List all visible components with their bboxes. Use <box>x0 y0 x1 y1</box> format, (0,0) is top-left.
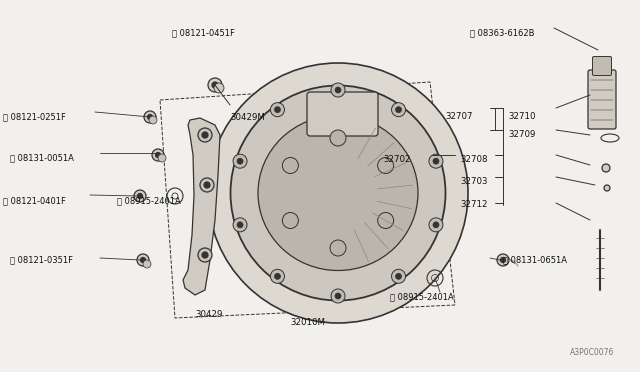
Text: 30429M: 30429M <box>230 113 265 122</box>
Circle shape <box>282 212 298 228</box>
Text: Ⓑ 08131-0651A: Ⓑ 08131-0651A <box>503 255 567 264</box>
Circle shape <box>202 252 208 258</box>
Text: 32712: 32712 <box>460 200 488 209</box>
Text: Ⓑ 08121-0351F: Ⓑ 08121-0351F <box>10 255 73 264</box>
Circle shape <box>149 116 157 124</box>
Circle shape <box>134 190 146 202</box>
Text: 32708: 32708 <box>460 155 488 164</box>
Text: Ⓢ 08363-6162B: Ⓢ 08363-6162B <box>470 28 534 37</box>
Text: 32707: 32707 <box>445 112 472 121</box>
Circle shape <box>204 182 210 188</box>
Text: 32702: 32702 <box>383 155 410 164</box>
Circle shape <box>602 164 610 172</box>
Circle shape <box>500 257 506 263</box>
Circle shape <box>392 269 406 283</box>
Circle shape <box>138 193 143 199</box>
Circle shape <box>429 218 443 232</box>
Circle shape <box>141 257 145 263</box>
Circle shape <box>275 273 280 279</box>
Circle shape <box>271 103 284 117</box>
Circle shape <box>198 248 212 262</box>
Circle shape <box>233 154 247 168</box>
Text: Ⓥ 08915-2401A: Ⓥ 08915-2401A <box>117 196 180 205</box>
Circle shape <box>335 87 341 93</box>
Polygon shape <box>183 118 220 295</box>
Circle shape <box>433 158 439 164</box>
Text: Ⓑ 08121-0401F: Ⓑ 08121-0401F <box>3 196 66 205</box>
Circle shape <box>335 293 341 299</box>
Circle shape <box>497 254 509 266</box>
Circle shape <box>392 103 406 117</box>
Circle shape <box>433 222 439 228</box>
Ellipse shape <box>208 63 468 323</box>
Circle shape <box>330 130 346 146</box>
Circle shape <box>237 222 243 228</box>
Circle shape <box>378 212 394 228</box>
Text: 32703: 32703 <box>460 177 488 186</box>
Circle shape <box>331 289 345 303</box>
Circle shape <box>200 178 214 192</box>
Text: 30429: 30429 <box>195 310 222 319</box>
Text: 32010M: 32010M <box>290 318 325 327</box>
Circle shape <box>604 185 610 191</box>
FancyBboxPatch shape <box>593 57 611 76</box>
Ellipse shape <box>230 86 445 301</box>
Text: Ⓑ 08131-0051A: Ⓑ 08131-0051A <box>10 153 74 162</box>
Circle shape <box>156 153 161 157</box>
Text: A3P0C0076: A3P0C0076 <box>570 348 614 357</box>
Circle shape <box>275 107 280 113</box>
Circle shape <box>378 157 394 173</box>
Circle shape <box>212 82 218 88</box>
Text: 32710: 32710 <box>508 112 536 121</box>
Circle shape <box>198 128 212 142</box>
Circle shape <box>282 157 298 173</box>
Circle shape <box>158 154 166 162</box>
Circle shape <box>396 273 401 279</box>
Circle shape <box>396 107 401 113</box>
Circle shape <box>331 83 345 97</box>
Circle shape <box>271 269 284 283</box>
Circle shape <box>147 115 152 119</box>
Circle shape <box>137 254 149 266</box>
Circle shape <box>143 260 151 268</box>
FancyBboxPatch shape <box>588 70 616 129</box>
Ellipse shape <box>255 110 420 276</box>
Circle shape <box>429 154 443 168</box>
Ellipse shape <box>258 115 418 270</box>
Text: Ⓑ 08121-0451F: Ⓑ 08121-0451F <box>172 28 235 37</box>
Circle shape <box>152 149 164 161</box>
Circle shape <box>202 132 208 138</box>
Circle shape <box>208 78 222 92</box>
Circle shape <box>237 158 243 164</box>
Text: Ⓧ 08915-2401A: Ⓧ 08915-2401A <box>390 292 454 301</box>
Circle shape <box>144 111 156 123</box>
Circle shape <box>214 83 224 93</box>
Text: Ⓑ 08121-0251F: Ⓑ 08121-0251F <box>3 112 66 121</box>
Text: 32709: 32709 <box>508 130 536 139</box>
Circle shape <box>233 218 247 232</box>
Circle shape <box>330 240 346 256</box>
FancyBboxPatch shape <box>307 92 378 136</box>
